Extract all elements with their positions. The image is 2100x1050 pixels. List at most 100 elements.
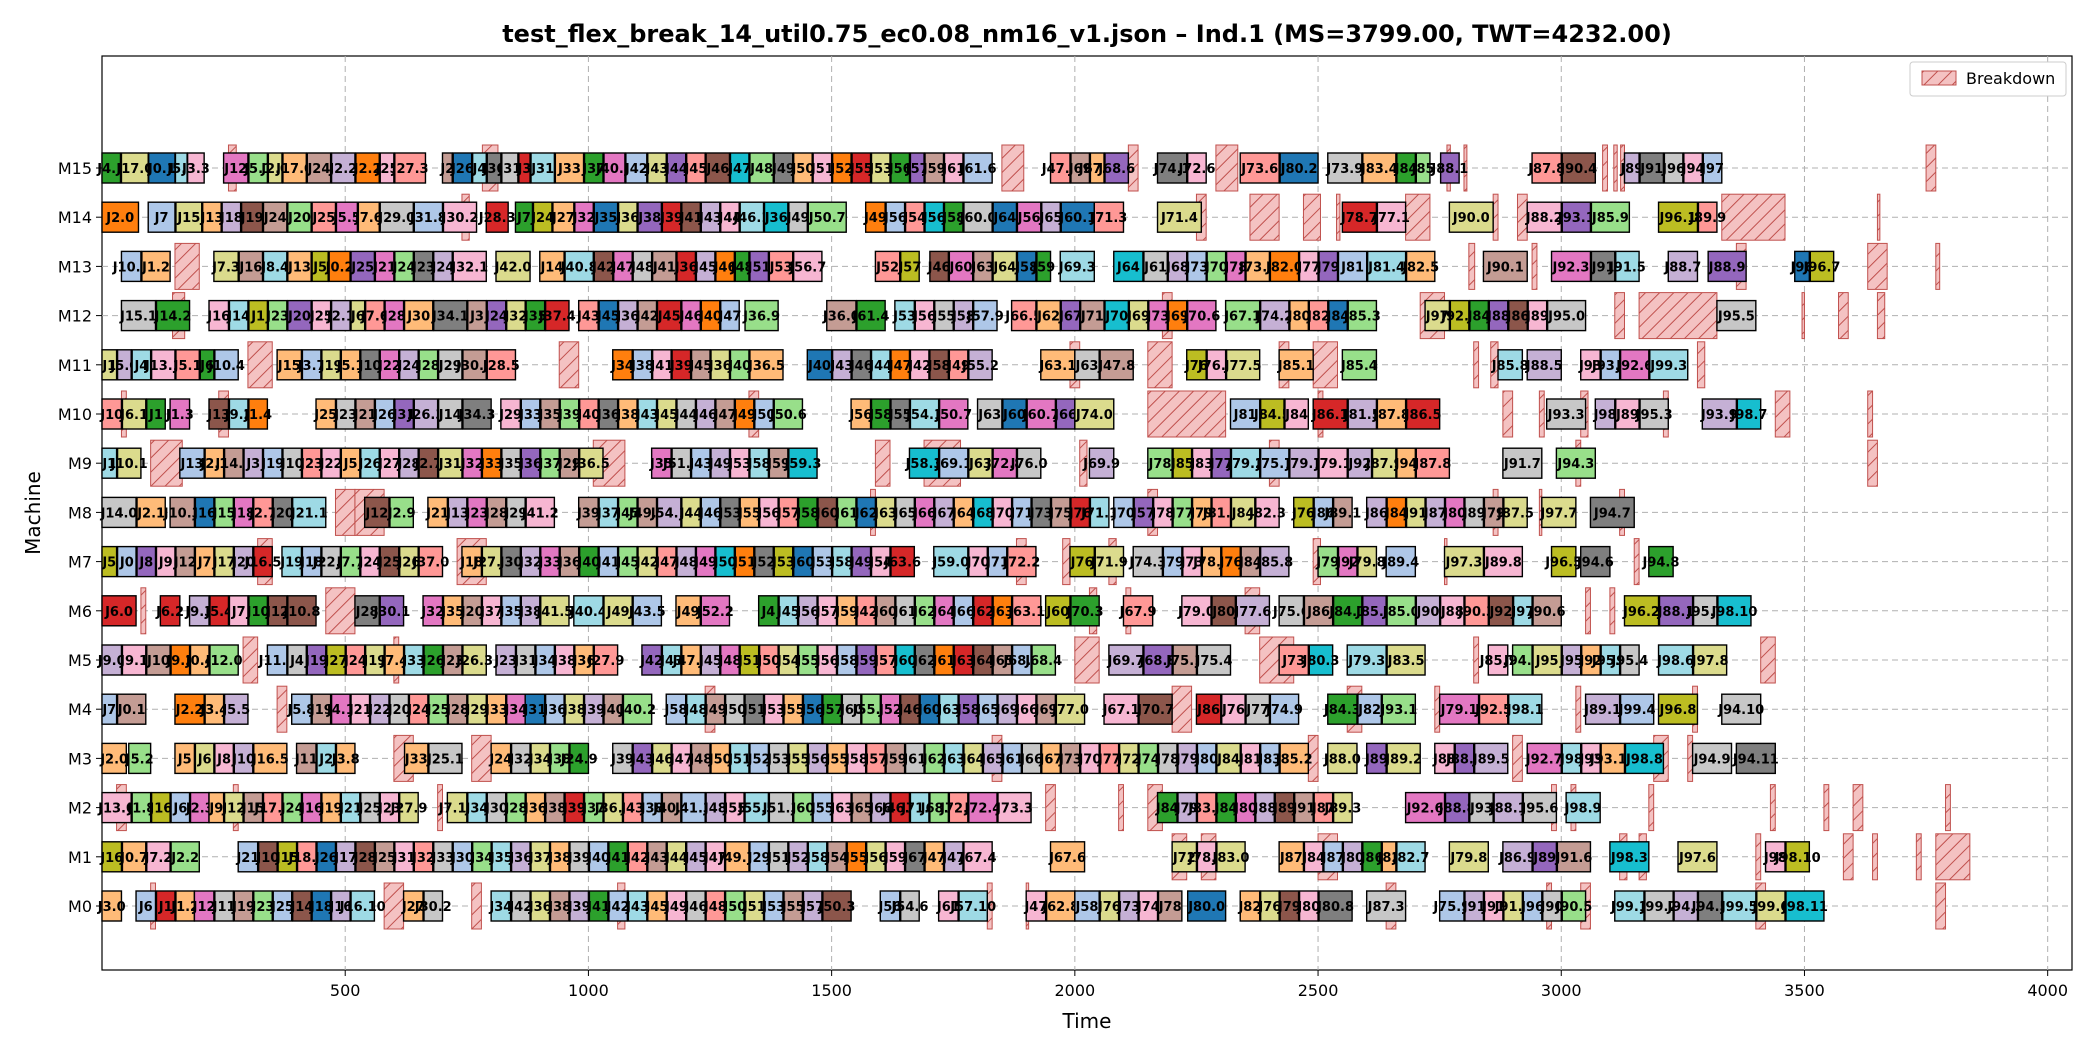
operation-bar bbox=[1347, 299, 1378, 332]
x-tick-label: 500 bbox=[330, 981, 361, 1000]
operation-label: J58 bbox=[747, 457, 771, 472]
operation-label: J89 bbox=[1619, 162, 1643, 177]
operation-label: J3.8 bbox=[331, 752, 360, 767]
operation-label: J24 bbox=[484, 310, 508, 325]
breakdown-bar bbox=[1755, 833, 1762, 881]
operation-bar bbox=[1366, 250, 1407, 283]
operation-bar bbox=[788, 201, 809, 233]
operation-bar bbox=[1186, 152, 1207, 184]
operation-label: J94.11 bbox=[1732, 752, 1779, 767]
operation-bar bbox=[394, 398, 415, 430]
operation-bar bbox=[885, 201, 906, 233]
operation-label: J95.3 bbox=[1635, 408, 1673, 423]
operation-label: J89.1 bbox=[1323, 506, 1361, 521]
operation-label: J35 bbox=[593, 211, 617, 226]
operation-bar bbox=[1088, 447, 1115, 479]
operation-bar bbox=[578, 398, 599, 430]
operation-bar bbox=[1113, 250, 1144, 283]
operation-label: J69.3 bbox=[1058, 260, 1096, 275]
operation-label: J25 bbox=[311, 211, 335, 226]
operation-label: J24 bbox=[392, 260, 416, 275]
operation-bar bbox=[540, 398, 560, 430]
machine-label: M9 bbox=[68, 454, 92, 473]
operation-label: J36 bbox=[596, 408, 620, 423]
operation-label: J89.9 bbox=[1688, 211, 1726, 226]
operation-bar bbox=[1156, 152, 1188, 184]
operation-bar bbox=[532, 201, 553, 233]
operation-bar bbox=[676, 250, 697, 283]
operation-label: J89.4 bbox=[1381, 556, 1419, 571]
operation-label: J7 bbox=[197, 556, 212, 571]
operation-label: J44 bbox=[868, 359, 892, 374]
operation-bar bbox=[530, 152, 556, 184]
operation-bar bbox=[520, 398, 541, 430]
operation-label: J37.4 bbox=[538, 310, 576, 325]
operation-label: J9.1 bbox=[119, 654, 148, 669]
operation-bar bbox=[121, 398, 147, 430]
operation-label: J3.0 bbox=[97, 900, 126, 915]
breakdown-bar bbox=[1915, 833, 1922, 881]
operation-bar bbox=[929, 250, 950, 283]
operation-bar bbox=[1448, 201, 1494, 233]
operation-bar bbox=[1683, 152, 1704, 184]
operation-bar bbox=[1376, 201, 1407, 233]
operation-label: J94.8 bbox=[1642, 556, 1680, 571]
operation-bar bbox=[233, 496, 254, 529]
operation-label: J86 bbox=[1196, 703, 1220, 718]
operation-bar bbox=[963, 201, 993, 233]
operation-label: J67.1 bbox=[1223, 310, 1261, 325]
operation-label: J83 bbox=[1189, 457, 1213, 472]
breakdown-bar bbox=[1538, 390, 1545, 438]
operation-label: J3.7 bbox=[297, 359, 326, 374]
operation-bar bbox=[1639, 152, 1665, 184]
operation-label: J89.1 bbox=[1583, 703, 1621, 718]
operation-bar bbox=[749, 250, 770, 283]
operation-label: J88.7 bbox=[1663, 260, 1701, 275]
operation-label: J95 bbox=[1535, 654, 1559, 669]
operation-bar bbox=[1615, 250, 1640, 283]
operation-bar bbox=[1341, 201, 1378, 233]
operation-label: J54.1 bbox=[905, 408, 943, 423]
operation-label: J14 bbox=[226, 310, 250, 325]
operation-label: J87 bbox=[1279, 851, 1303, 866]
operation-label: J4 bbox=[289, 654, 304, 669]
operation-label: J52 bbox=[829, 162, 853, 177]
operation-bar bbox=[462, 447, 483, 479]
operation-label: J6 bbox=[197, 752, 212, 767]
operation-bar bbox=[870, 152, 891, 184]
operation-label: J35 bbox=[649, 457, 673, 472]
operation-label: J89.2 bbox=[1384, 752, 1422, 767]
operation-label: J57 bbox=[905, 162, 929, 177]
breakdown-bar bbox=[1575, 685, 1582, 733]
operation-bar bbox=[199, 349, 215, 381]
operation-label: J59.3 bbox=[783, 457, 821, 472]
operation-bar bbox=[452, 250, 487, 283]
operation-label: J82 bbox=[1357, 703, 1381, 718]
operation-bar bbox=[539, 250, 565, 283]
operation-label: J78 bbox=[1158, 900, 1182, 915]
operation-label: J6.0 bbox=[104, 605, 133, 620]
operation-bar bbox=[150, 349, 176, 381]
operation-label: J49 bbox=[786, 211, 810, 226]
operation-label: J45 bbox=[688, 359, 712, 374]
operation-label: J85.8 bbox=[1255, 556, 1293, 571]
operation-bar bbox=[1070, 152, 1091, 184]
operation-label: J28.3 bbox=[478, 211, 516, 226]
operation-label: J85.0 bbox=[1382, 605, 1420, 620]
operation-bar bbox=[437, 398, 463, 430]
operation-bar bbox=[240, 201, 264, 233]
operation-label: J92.8 bbox=[1440, 310, 1478, 325]
operation-label: J92.6 bbox=[1615, 359, 1653, 374]
operation-bar bbox=[169, 496, 196, 529]
operation-label: J0.1 bbox=[117, 703, 146, 718]
operation-bar bbox=[311, 201, 337, 233]
operation-bar bbox=[1526, 349, 1562, 381]
breakdown-bar bbox=[1721, 193, 1786, 241]
operation-bar bbox=[1594, 398, 1616, 430]
operation-bar bbox=[894, 299, 916, 332]
operation-bar bbox=[943, 201, 964, 233]
operation-label: J97.3 bbox=[1445, 556, 1483, 571]
operation-bar bbox=[661, 201, 682, 233]
operation-label: J85.4 bbox=[1340, 359, 1378, 374]
operation-bar bbox=[228, 398, 249, 430]
